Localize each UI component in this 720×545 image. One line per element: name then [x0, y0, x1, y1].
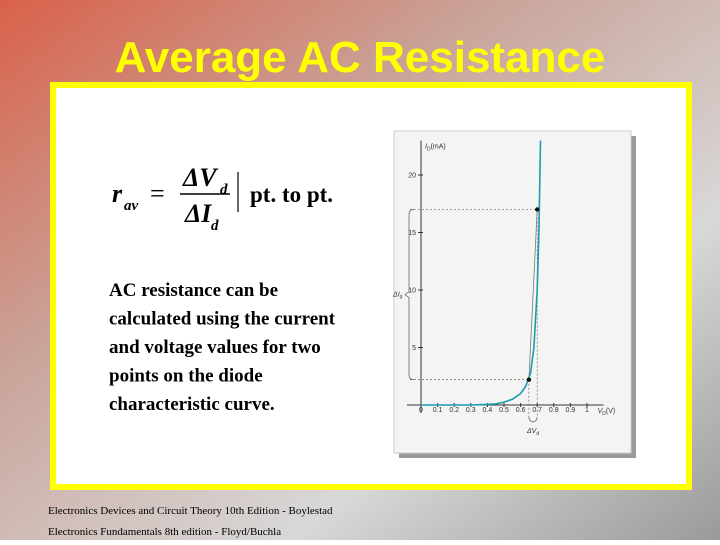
y-label: ID(mA) [425, 144, 446, 153]
x_label-symbol: V [598, 408, 604, 415]
footer-line: Electronics Devices and Circuit Theory 1… [48, 505, 333, 517]
y_label-symbol: I [425, 144, 427, 151]
x_label-sub: D [602, 411, 606, 417]
formula-denominator-sub: d [211, 218, 219, 234]
y-tick-label: 20 [408, 173, 416, 180]
secant-line [528, 209, 538, 380]
body-line: calculated using the current [109, 309, 336, 330]
delta_i-sub: d [400, 295, 403, 301]
x-tick-label: 0 [419, 407, 423, 414]
x-tick-label: 0.6 [516, 407, 526, 414]
x-tick-label: 0.3 [466, 407, 476, 414]
footer-line: Electronics Fundamentals 8th edition - F… [48, 526, 281, 538]
x-tick-label: 0.9 [566, 407, 576, 414]
body-line: and voltage values for two [109, 337, 321, 358]
delta_v-symbol: ΔV [526, 428, 538, 435]
delta_i-symbol: ΔI [392, 292, 400, 299]
y-tick-label: 5 [412, 345, 416, 352]
delta-v: ΔVd [526, 428, 539, 437]
footer: Electronics Devices and Circuit Theory 1… [48, 505, 333, 538]
formula-numerator-sub: d [220, 182, 228, 198]
diode-curve [421, 140, 542, 406]
delta_v-sub: d [536, 431, 539, 437]
x-label: VD(V) [598, 408, 616, 417]
formula-equals: = [150, 179, 165, 208]
operating-point [526, 377, 532, 382]
x-tick-label: 0.5 [499, 407, 509, 414]
y_label-sub: D [427, 147, 431, 153]
x_label-unit: (V) [606, 408, 615, 415]
formula-note: pt. to pt. [250, 182, 333, 207]
operating-point [535, 207, 540, 212]
y-tick-label: 10 [408, 288, 416, 295]
body-text: AC resistance can be calculated using the… [109, 280, 336, 415]
formula-numerator: ΔV [182, 163, 219, 192]
y_label-unit: (mA) [431, 144, 446, 151]
formula-lhs-sub: av [124, 198, 139, 214]
y-tick-label: 15 [408, 230, 416, 237]
formula-lhs: r [112, 179, 123, 208]
x-tick-label: 1 [585, 407, 589, 414]
x-tick-label: 0.1 [433, 407, 443, 414]
diode-chart: 0 0.1 0.2 0.3 0.4 0.5 0.6 0.7 0.8 0.9 15101520ID(m… [392, 140, 616, 437]
body-line: points on the diode [109, 366, 263, 387]
x-tick-label: 0.2 [449, 407, 459, 414]
slide-title: Average AC Resistance [115, 33, 606, 82]
x-tick-label: 0.8 [549, 407, 559, 414]
delta-i-brace [404, 209, 415, 381]
body-line: AC resistance can be [109, 280, 278, 301]
body-line: characteristic curve. [109, 394, 275, 415]
formula-denominator: ΔI [184, 199, 212, 228]
delta-i: ΔId [392, 292, 403, 301]
x-tick-label: 0.4 [483, 407, 493, 414]
formula: r av =ΔV dΔI dpt. to pt. [112, 163, 333, 234]
delta-v-brace [528, 416, 538, 423]
